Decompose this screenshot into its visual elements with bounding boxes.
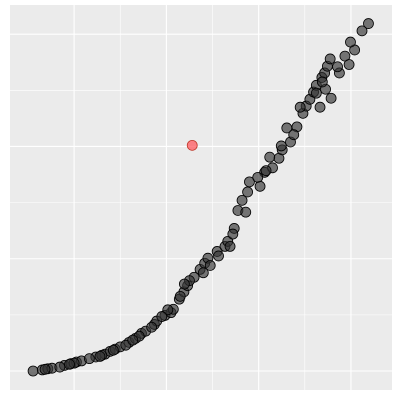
data-point [64, 358, 75, 370]
data-point [174, 290, 186, 302]
data-point [343, 59, 355, 70]
data-point [236, 194, 248, 206]
data-point [254, 180, 266, 192]
data-point [213, 250, 224, 262]
data-point [275, 140, 287, 152]
data-point [146, 321, 158, 333]
data-point [224, 240, 236, 252]
data-point [83, 353, 95, 365]
data-point [281, 122, 293, 134]
data-point [260, 165, 272, 177]
data-point [294, 101, 306, 113]
data-point [127, 334, 139, 346]
data-point [27, 365, 39, 377]
data-point [244, 176, 255, 188]
data-point [178, 278, 190, 290]
data-point [363, 18, 374, 29]
data-point [39, 363, 51, 375]
data-points [27, 18, 374, 377]
data-point [94, 351, 106, 362]
data-point [325, 92, 337, 104]
data-point [332, 61, 343, 73]
data-point [240, 206, 252, 218]
data-point [314, 101, 326, 113]
data-point [197, 267, 209, 279]
data-point [345, 36, 356, 48]
data-point [107, 344, 119, 356]
data-point [288, 129, 300, 141]
data-point [252, 171, 264, 183]
data-point [356, 25, 368, 37]
data-point [316, 76, 328, 88]
data-point [162, 304, 174, 316]
data-point [242, 186, 253, 198]
data-point [264, 151, 276, 163]
data-point [227, 228, 239, 240]
data-point [156, 311, 168, 322]
data-point [310, 87, 322, 99]
data-point [324, 53, 336, 65]
data-point [204, 260, 216, 271]
outlier-point [186, 139, 198, 151]
data-point [54, 361, 66, 373]
